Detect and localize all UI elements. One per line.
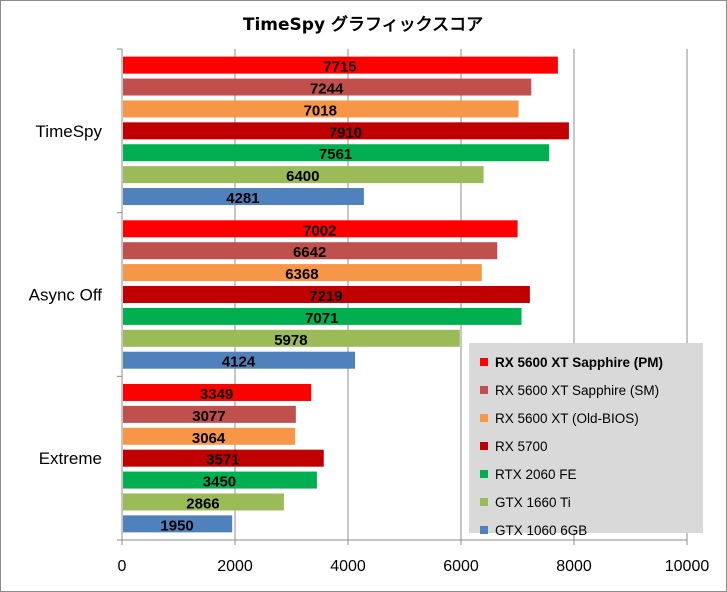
data-label: 7910 [329, 124, 362, 141]
bar [123, 166, 484, 184]
bar [123, 471, 317, 489]
data-label: 7715 [323, 59, 356, 76]
data-label: 3349 [200, 386, 233, 403]
legend-swatch [480, 526, 488, 534]
bar [123, 329, 460, 347]
legend-entry: GTX 1660 Ti [495, 495, 571, 510]
data-label: 7219 [309, 288, 342, 305]
data-label: 4124 [222, 354, 256, 371]
data-label: 2866 [186, 495, 219, 512]
x-tick-label: 6000 [443, 558, 479, 575]
bar [123, 122, 569, 140]
legend-entry: RX 5700 [495, 439, 548, 454]
data-label: 1950 [160, 517, 193, 534]
legend-entry: RX 5600 XT (Old-BIOS) [495, 411, 639, 426]
data-label: 3064 [192, 430, 226, 447]
data-label: 7071 [305, 310, 338, 327]
bar [123, 264, 482, 282]
legend-box [469, 343, 703, 533]
x-tick-label: 4000 [330, 558, 366, 575]
bar [123, 100, 519, 118]
legend-swatch [480, 498, 488, 506]
bar [123, 383, 312, 401]
x-tick-label: 0 [118, 558, 127, 575]
data-label: 7018 [304, 102, 337, 119]
data-label: 3571 [206, 452, 239, 469]
legend-entry: GTX 1060 6GB [495, 523, 587, 538]
data-label: 7244 [310, 81, 344, 98]
category-labels: TimeSpy Async Off Extreme [29, 122, 103, 468]
x-tick-labels: 0 2000 4000 6000 8000 10000 [118, 558, 710, 575]
legend-entry: RX 5600 XT Sapphire (SM) [495, 383, 659, 398]
legend-swatch [480, 442, 488, 450]
legend-entry: RX 5600 XT Sapphire (PM) [495, 355, 663, 370]
data-label: 3450 [203, 474, 236, 491]
bar [123, 515, 233, 533]
bar [123, 449, 324, 467]
legend-swatch [480, 470, 488, 478]
legend-swatch [480, 414, 488, 422]
category-label: Async Off [29, 286, 103, 305]
data-label: 7561 [319, 146, 352, 163]
bars [123, 56, 569, 533]
legend-swatch [480, 386, 488, 394]
x-tick-label: 8000 [556, 558, 592, 575]
data-label: 6400 [286, 168, 319, 185]
data-label: 3077 [192, 408, 225, 425]
chart-title: TimeSpy グラフィックスコア [243, 14, 483, 35]
bar [123, 220, 518, 238]
data-label: 4281 [226, 190, 259, 207]
x-tick-label: 2000 [217, 558, 253, 575]
bar [123, 242, 498, 260]
legend-entry: RTX 2060 FE [495, 467, 577, 482]
data-label: 5978 [274, 332, 307, 349]
data-label: 6368 [285, 266, 318, 283]
x-tick-label: 10000 [665, 558, 710, 575]
bar [123, 427, 296, 445]
bar [123, 78, 532, 96]
bar [123, 188, 364, 206]
bar [123, 307, 522, 325]
legend-swatch [480, 358, 488, 366]
bar [123, 405, 296, 423]
data-label: 6642 [293, 244, 326, 261]
axes [117, 48, 688, 545]
bar [123, 56, 558, 74]
bar [123, 144, 550, 162]
bar [123, 351, 356, 369]
bar [123, 493, 284, 511]
legend: RX 5600 XT Sapphire (PM) RX 5600 XT Sapph… [469, 343, 703, 538]
bar [123, 286, 530, 303]
data-label: 7002 [303, 222, 336, 239]
category-label: TimeSpy [36, 122, 103, 141]
category-label: Extreme [39, 449, 102, 468]
